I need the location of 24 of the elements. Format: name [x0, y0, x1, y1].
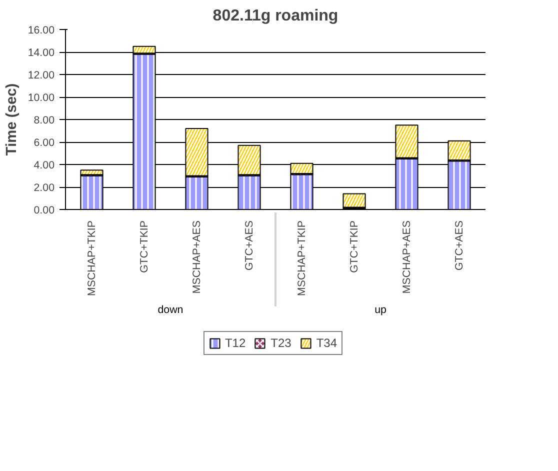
text: down [158, 304, 184, 316]
text: up [374, 304, 386, 316]
x-tick-label: MSCHAP+AES [190, 220, 203, 294]
y-tick-label: 6.00 [34, 137, 55, 149]
legend-label: T34 [316, 336, 338, 350]
chart-title: 802.11g roaming [212, 8, 338, 24]
y-tick-label: 8.00 [34, 114, 55, 126]
y-tick-label: 4.00 [34, 160, 55, 172]
x-tick-label: GTC+AES [453, 220, 466, 271]
legend-label: T12 [224, 336, 246, 350]
x-tick-label: GTC+TKIP [348, 220, 360, 273]
x-tick-label: MSCHAP+TKIP [296, 220, 308, 296]
x-tick-label: MSCHAP+TKIP [86, 220, 98, 296]
y-tick-label: 0.00 [34, 204, 55, 216]
legend-label: T23 [270, 336, 292, 350]
y-tick-label: 14.00 [28, 47, 55, 59]
x-tick-label: GTC+AES [243, 220, 256, 271]
y-tick-label: 10.00 [28, 92, 55, 104]
y-tick-label: 16.00 [28, 24, 55, 36]
x-tick-label: GTC+TKIP [138, 220, 150, 273]
x-tick-label: MSCHAP+AES [400, 220, 413, 294]
y-tick-label: 12.00 [28, 70, 55, 82]
y-axis-title: Time (sec) [4, 83, 20, 156]
y-tick-label: 2.00 [34, 182, 55, 194]
